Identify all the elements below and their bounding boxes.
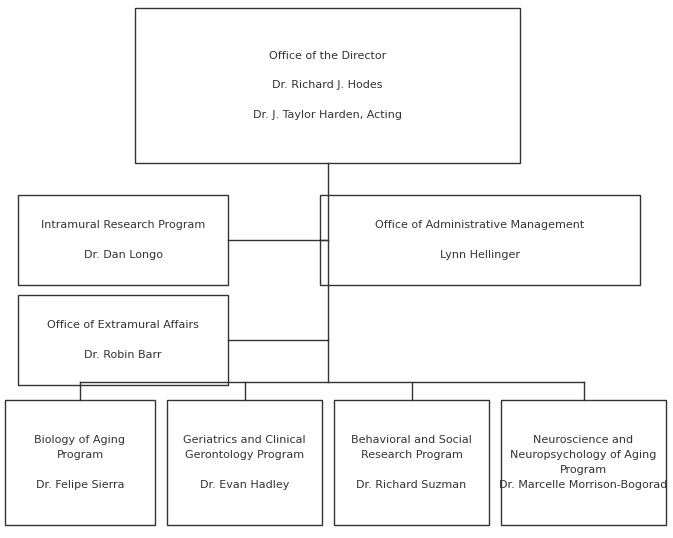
Bar (18, 195, 228, 285)
Bar (334, 400, 489, 525)
Text: Office of Extramural Affairs

Dr. Robin Barr: Office of Extramural Affairs Dr. Robin B… (47, 320, 199, 360)
Text: Intramural Research Program

Dr. Dan Longo: Intramural Research Program Dr. Dan Long… (41, 220, 205, 260)
Text: Office of Administrative Management

Lynn Hellinger: Office of Administrative Management Lynn… (376, 220, 585, 260)
Text: Neuroscience and
Neuropsychology of Aging
Program
Dr. Marcelle Morrison-Bogorad: Neuroscience and Neuropsychology of Agin… (499, 435, 668, 490)
Bar (501, 400, 666, 525)
Bar (320, 195, 640, 285)
Bar (167, 400, 322, 525)
Text: Office of the Director

Dr. Richard J. Hodes

Dr. J. Taylor Harden, Acting: Office of the Director Dr. Richard J. Ho… (253, 51, 402, 120)
Text: Geriatrics and Clinical
Gerontology Program

Dr. Evan Hadley: Geriatrics and Clinical Gerontology Prog… (183, 435, 306, 490)
Bar (18, 295, 228, 385)
Text: Biology of Aging
Program

Dr. Felipe Sierra: Biology of Aging Program Dr. Felipe Sier… (34, 435, 125, 490)
Bar (5, 400, 155, 525)
Bar (135, 8, 520, 163)
Text: Behavioral and Social
Research Program

Dr. Richard Suzman: Behavioral and Social Research Program D… (351, 435, 472, 490)
